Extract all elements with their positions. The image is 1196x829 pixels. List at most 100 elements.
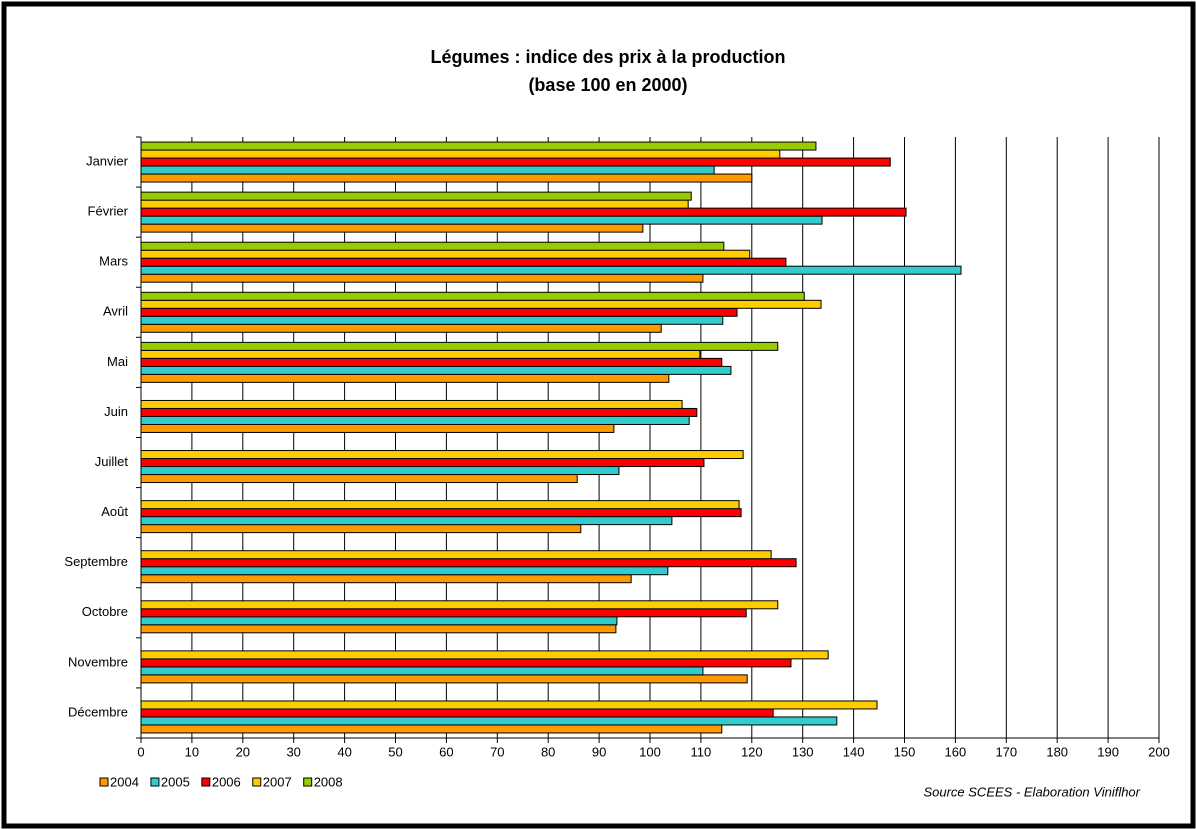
bar: [140, 716, 838, 726]
x-tick-label: 50: [388, 744, 402, 759]
x-tick-label: 90: [592, 744, 606, 759]
bar: [140, 207, 907, 217]
x-tick-label: 20: [236, 744, 250, 759]
x-tick-label: 120: [741, 744, 763, 759]
bar: [140, 407, 698, 417]
x-tick-label: 130: [792, 744, 814, 759]
legend-label: 2004: [110, 774, 139, 789]
chart-title: Légumes : indice des prix à la productio…: [430, 47, 785, 67]
bar: [140, 191, 692, 201]
legend-swatch: [303, 777, 313, 787]
y-tick-label: Avril: [103, 304, 128, 319]
bar: [140, 708, 774, 718]
legend-label: 2006: [212, 774, 241, 789]
x-tick-label: 40: [337, 744, 351, 759]
bar: [140, 550, 772, 560]
x-tick-label: 200: [1148, 744, 1170, 759]
bar: [140, 149, 781, 159]
legend-label: 2008: [314, 774, 343, 789]
bar: [140, 141, 817, 151]
bar: [140, 173, 753, 183]
bar: [140, 466, 620, 476]
legend-swatch: [252, 777, 262, 787]
bar: [140, 315, 724, 325]
bar: [140, 574, 632, 584]
x-tick-label: 150: [894, 744, 916, 759]
bar: [140, 566, 669, 576]
y-tick-label: Mars: [99, 254, 128, 269]
bar: [140, 341, 779, 351]
x-tick-label: 140: [843, 744, 865, 759]
y-tick-label: Septembre: [64, 554, 128, 569]
x-tick-label: 100: [639, 744, 661, 759]
bar: [140, 666, 704, 676]
legend-swatch: [201, 777, 211, 787]
y-tick-label: Janvier: [86, 153, 129, 168]
x-tick-label: 60: [439, 744, 453, 759]
bar: [140, 724, 723, 734]
bar: [140, 700, 878, 710]
x-tick-label: 30: [286, 744, 300, 759]
bar: [140, 365, 732, 375]
bar: [140, 674, 748, 684]
y-tick-label: Octobre: [82, 604, 128, 619]
bar: [140, 423, 615, 433]
bar: [140, 616, 618, 626]
bar: [140, 257, 787, 267]
y-tick-label: Août: [101, 504, 128, 519]
bar: [140, 157, 891, 167]
bar: [140, 450, 744, 460]
bar: [140, 299, 822, 309]
bar: [140, 508, 742, 518]
x-tick-label: 180: [1046, 744, 1068, 759]
bar: [140, 223, 644, 233]
bar: [140, 658, 792, 668]
bar: [140, 373, 670, 383]
bar: [140, 600, 779, 610]
bar: [140, 399, 683, 409]
bar: [140, 307, 738, 317]
bar: [140, 524, 582, 534]
bar: [140, 199, 689, 209]
legend-swatch: [150, 777, 160, 787]
x-tick-label: 10: [185, 744, 199, 759]
y-tick-label: Février: [88, 204, 129, 219]
legend-label: 2005: [161, 774, 190, 789]
chart-subtitle: (base 100 en 2000): [528, 75, 687, 95]
bar: [140, 323, 662, 333]
bar: [140, 608, 747, 618]
bar: [140, 624, 617, 634]
y-tick-label: Juillet: [95, 454, 129, 469]
bar: [140, 265, 962, 275]
bar: [140, 516, 673, 526]
bar: [140, 215, 823, 225]
bar: [140, 558, 797, 568]
y-tick-label: Novembre: [68, 654, 128, 669]
bar: [140, 500, 740, 510]
legend-label: 2007: [263, 774, 292, 789]
bar: [140, 349, 701, 359]
y-tick-label: Juin: [104, 404, 128, 419]
bar: [140, 241, 725, 251]
bar: [140, 650, 829, 660]
source-note: Source SCEES - Elaboration Viniflhor: [923, 784, 1140, 799]
x-tick-label: 70: [490, 744, 504, 759]
bar: [140, 474, 578, 484]
bar: [140, 249, 751, 259]
y-tick-label: Décembre: [68, 704, 128, 719]
bar: [140, 357, 723, 367]
x-tick-label: 0: [137, 744, 144, 759]
bar: [140, 165, 715, 175]
legend-swatch: [99, 777, 109, 787]
x-tick-label: 80: [541, 744, 555, 759]
y-tick-label: Mai: [107, 354, 128, 369]
x-tick-label: 170: [995, 744, 1017, 759]
x-tick-label: 190: [1097, 744, 1119, 759]
bar: [140, 458, 705, 468]
bar: [140, 415, 690, 425]
x-tick-label: 110: [691, 744, 712, 759]
bar: [140, 291, 805, 301]
x-tick-label: 160: [945, 744, 967, 759]
